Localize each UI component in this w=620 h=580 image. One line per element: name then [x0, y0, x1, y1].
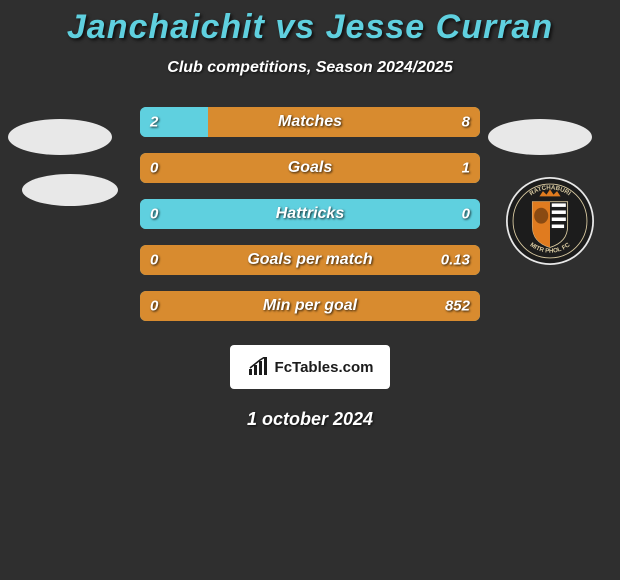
page-title: Janchaichit vs Jesse Curran — [0, 0, 620, 47]
stat-value-left: 0 — [150, 252, 158, 269]
stat-value-left: 2 — [150, 114, 158, 131]
fctables-logo: FcTables.com — [230, 345, 390, 389]
player-right-avatar-1 — [488, 119, 592, 155]
stat-value-right: 0.13 — [441, 252, 470, 269]
logo-text: FcTables.com — [275, 359, 374, 376]
stat-label: Goals — [288, 159, 332, 177]
stat-value-left: 0 — [150, 160, 158, 177]
bar-chart-icon — [247, 357, 269, 377]
stat-value-right: 852 — [445, 298, 470, 315]
stat-label: Hattricks — [276, 205, 344, 223]
stat-value-right: 1 — [462, 160, 470, 177]
player-left-avatar-2 — [22, 174, 118, 206]
stat-row-goals: 0 1 Goals — [140, 153, 480, 183]
stat-value-left: 0 — [150, 206, 158, 223]
stat-value-right: 0 — [462, 206, 470, 223]
stat-row-matches: 2 8 Matches — [140, 107, 480, 137]
player-left-avatar-1 — [8, 119, 112, 155]
club-crest-right: RATCHABURIMITR PHOL FC — [506, 177, 594, 265]
crest-icon: RATCHABURIMITR PHOL FC — [506, 177, 594, 265]
stat-row-hattricks: 0 0 Hattricks — [140, 199, 480, 229]
stat-label: Min per goal — [263, 297, 357, 315]
stat-row-min-per-goal: 0 852 Min per goal — [140, 291, 480, 321]
subtitle: Club competitions, Season 2024/2025 — [0, 59, 620, 77]
stat-value-left: 0 — [150, 298, 158, 315]
stat-fill-right — [208, 107, 480, 137]
stat-value-right: 8 — [462, 114, 470, 131]
stat-label: Matches — [278, 113, 342, 131]
date-label: 1 october 2024 — [0, 409, 620, 430]
stat-label: Goals per match — [247, 251, 372, 269]
stat-row-goals-per-match: 0 0.13 Goals per match — [140, 245, 480, 275]
